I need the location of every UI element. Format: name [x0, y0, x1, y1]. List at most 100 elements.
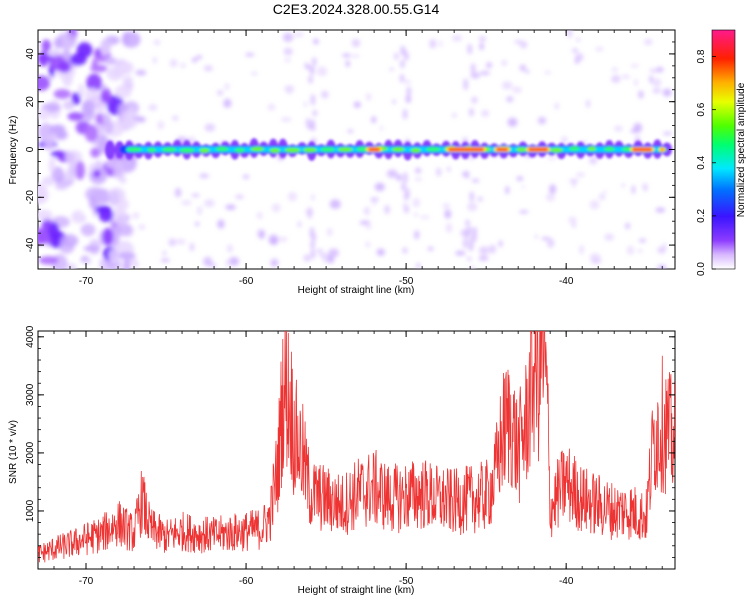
noise-speckle [225, 204, 236, 211]
spectrogram-panel: -70 -60 -50 -40 -40 -20 0 20 40 Height of straig… [8, 29, 676, 296]
noise-speckle [153, 39, 161, 46]
noise-blob [95, 205, 112, 214]
noise-speckle [180, 62, 186, 69]
y-tick-label: 40 [25, 48, 36, 60]
noise-speckle [132, 212, 140, 219]
noise-blob [65, 263, 77, 269]
noise-speckle [365, 92, 372, 102]
spectrogram-content [38, 30, 672, 269]
y-tick-label: 20 [25, 96, 36, 108]
noise-speckle [258, 230, 265, 240]
noise-speckle [284, 58, 291, 63]
snr-series-line [38, 331, 675, 563]
noise-speckle [175, 238, 186, 245]
noise-speckle [321, 90, 329, 99]
snr-ylabel: SNR (10 * v/v) [8, 420, 19, 484]
ridge-mid [303, 147, 317, 153]
spectrogram-xlabel: Height of straight line (km) [298, 285, 415, 296]
noise-blob [100, 38, 112, 52]
noise-blob [50, 124, 66, 133]
y-tick-label: 2000 [25, 441, 36, 464]
noise-speckle [389, 67, 394, 72]
noise-speckle [662, 131, 672, 136]
ridge-mid [269, 147, 281, 153]
y-tick-label: 1000 [25, 499, 36, 522]
noise-streak [399, 59, 405, 69]
spectrogram-axes: -70 -60 -50 -40 -40 -20 0 20 40 [25, 29, 675, 287]
noise-speckle [282, 32, 294, 43]
noise-speckle [514, 39, 523, 44]
noise-streak [307, 207, 313, 219]
colorbar-ticks: 0.0 0.2 0.4 0.6 0.8 [696, 49, 716, 276]
noise-speckle [512, 86, 522, 94]
noise-speckle [442, 203, 451, 209]
noise-streak [399, 74, 405, 83]
ridge-mid [284, 147, 301, 153]
x-tick-label: -70 [79, 276, 94, 287]
noise-speckle [226, 244, 233, 253]
noise-speckle [478, 246, 490, 255]
noise-speckle [630, 129, 639, 133]
ridge-mid [250, 146, 264, 152]
noise-blob [86, 73, 102, 93]
noise-streak [402, 247, 408, 254]
noise-blob [102, 227, 114, 246]
ridge-mid [410, 147, 421, 153]
noise-blob [53, 37, 63, 49]
noise-speckle [168, 238, 177, 247]
noise-blob [68, 158, 77, 178]
noise-streak [310, 248, 316, 260]
noise-blob [80, 215, 87, 222]
noise-speckle [347, 129, 354, 134]
noise-blob [67, 112, 85, 121]
noise-speckle [189, 242, 195, 252]
noise-blob [65, 150, 83, 164]
noise-speckle [328, 248, 339, 258]
noise-speckle [652, 88, 662, 94]
ridge-band [368, 148, 380, 151]
noise-speckle [516, 176, 524, 181]
noise-speckle [479, 70, 491, 76]
noise-speckle [365, 225, 372, 230]
noise-speckle [505, 186, 510, 195]
noise-speckle [148, 104, 158, 111]
noise-streak [468, 107, 474, 117]
noise-streak [406, 86, 412, 97]
noise-speckle [506, 96, 514, 103]
ridge-mid [550, 147, 563, 153]
noise-streak [468, 237, 474, 248]
noise-blob [121, 109, 139, 129]
noise-speckle [537, 116, 547, 125]
noise-speckle [525, 69, 530, 74]
noise-speckle [586, 99, 591, 108]
noise-speckle [429, 38, 437, 49]
ridge-halo [105, 140, 116, 160]
noise-blob [94, 47, 102, 58]
noise-blob [81, 99, 95, 117]
noise-speckle [575, 172, 586, 177]
spectrogram-noise [38, 30, 672, 269]
noise-speckle [376, 248, 386, 257]
noise-speckle [595, 46, 604, 52]
noise-blob [38, 186, 49, 205]
noise-streak [466, 226, 472, 235]
noise-blob [122, 258, 131, 269]
noise-streak [465, 219, 471, 227]
y-tick-label: 0 [25, 146, 36, 152]
noise-blob [83, 245, 100, 252]
noise-speckle [138, 224, 146, 230]
noise-blob [90, 147, 101, 158]
noise-speckle [386, 169, 398, 178]
noise-speckle [638, 238, 647, 243]
noise-speckle [172, 115, 179, 121]
noise-speckle [544, 70, 552, 75]
noise-streak [469, 191, 475, 202]
ridge-mid [147, 147, 156, 153]
noise-streak [311, 57, 317, 67]
noise-speckle [267, 103, 276, 111]
noise-speckle [507, 117, 518, 127]
colorbar-tick-label: 0.2 [696, 209, 707, 223]
noise-blob [62, 72, 73, 87]
noise-blob [48, 157, 56, 173]
